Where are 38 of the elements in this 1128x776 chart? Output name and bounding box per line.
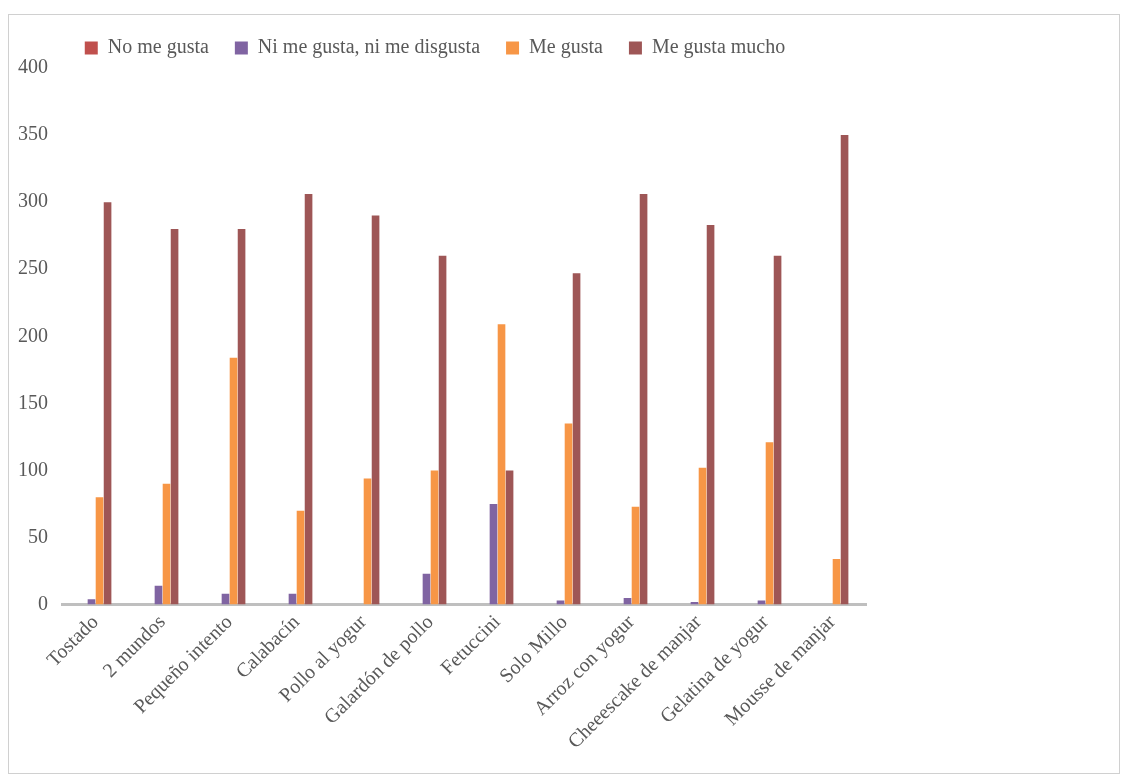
y-tick-label: 200 bbox=[18, 323, 48, 346]
y-tick-label: 0 bbox=[38, 591, 48, 614]
bar bbox=[564, 423, 573, 605]
y-tick-label: 300 bbox=[18, 189, 48, 212]
bar bbox=[572, 273, 581, 605]
bar bbox=[296, 510, 305, 605]
bar bbox=[229, 357, 238, 605]
bar bbox=[304, 194, 313, 605]
legend-label: Me gusta bbox=[529, 35, 604, 59]
legend-label: No me gusta bbox=[107, 35, 209, 59]
y-tick-label: 250 bbox=[18, 256, 48, 279]
bar bbox=[430, 470, 439, 605]
bar bbox=[765, 442, 774, 605]
bar bbox=[162, 483, 171, 605]
y-tick-label: 150 bbox=[18, 390, 48, 413]
bar bbox=[631, 506, 640, 605]
bar bbox=[371, 215, 380, 605]
bar bbox=[363, 478, 372, 605]
y-tick-label: 350 bbox=[18, 122, 48, 145]
legend-label: Me gusta mucho bbox=[651, 35, 786, 59]
bar bbox=[103, 202, 112, 605]
bar bbox=[639, 194, 648, 605]
bar bbox=[773, 255, 782, 605]
bar bbox=[95, 497, 104, 605]
y-tick-label: 100 bbox=[18, 457, 48, 480]
bar bbox=[832, 559, 841, 605]
bar bbox=[497, 324, 506, 605]
bar bbox=[840, 135, 849, 605]
bar bbox=[170, 228, 179, 605]
bar bbox=[698, 467, 707, 605]
bar bbox=[505, 470, 514, 605]
bar bbox=[706, 224, 715, 605]
legend-label: Ni me gusta, ni me disgusta bbox=[257, 35, 481, 59]
y-tick-label: 50 bbox=[28, 524, 48, 547]
y-tick-label: 400 bbox=[18, 55, 48, 78]
bar bbox=[438, 255, 447, 605]
bar bbox=[489, 503, 498, 605]
bar bbox=[237, 228, 246, 605]
